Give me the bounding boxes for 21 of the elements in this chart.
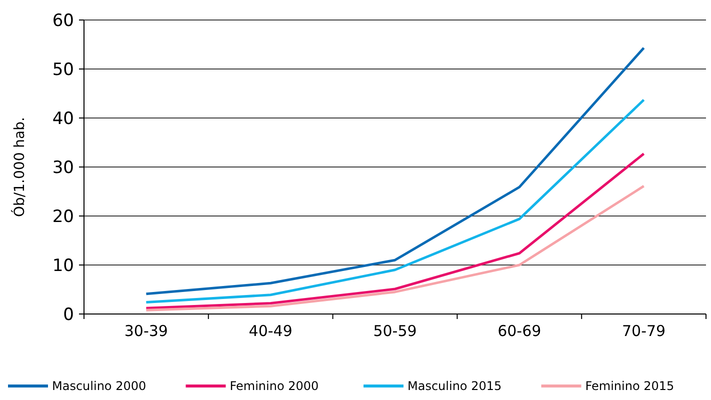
y-tick-label: 10 bbox=[52, 256, 74, 276]
x-tick-label: 60-69 bbox=[498, 322, 542, 340]
legend-label: Masculino 2000 bbox=[52, 379, 146, 394]
y-tick-label: 60 bbox=[52, 10, 74, 31]
line-series bbox=[144, 152, 646, 310]
y-tick-label: 0 bbox=[63, 304, 74, 325]
legend-label: Feminino 2000 bbox=[230, 379, 319, 394]
legend-label: Feminino 2015 bbox=[585, 379, 674, 394]
legend-label: Masculino 2015 bbox=[408, 379, 502, 394]
line-series bbox=[144, 184, 646, 312]
y-tick-label: 20 bbox=[52, 206, 74, 227]
x-tick-label: 40-49 bbox=[248, 322, 292, 340]
x-tick-label: 70-79 bbox=[622, 322, 666, 340]
x-tick-label: 50-59 bbox=[373, 322, 417, 340]
line-series bbox=[144, 98, 646, 304]
line-series bbox=[144, 46, 646, 296]
y-axis-title: Ób/1.000 hab. bbox=[11, 117, 28, 217]
y-tick-label: 30 bbox=[52, 158, 74, 178]
x-tick-label: 30-39 bbox=[124, 322, 168, 340]
y-tick-label: 40 bbox=[52, 108, 74, 129]
y-tick-label: 50 bbox=[52, 60, 74, 80]
